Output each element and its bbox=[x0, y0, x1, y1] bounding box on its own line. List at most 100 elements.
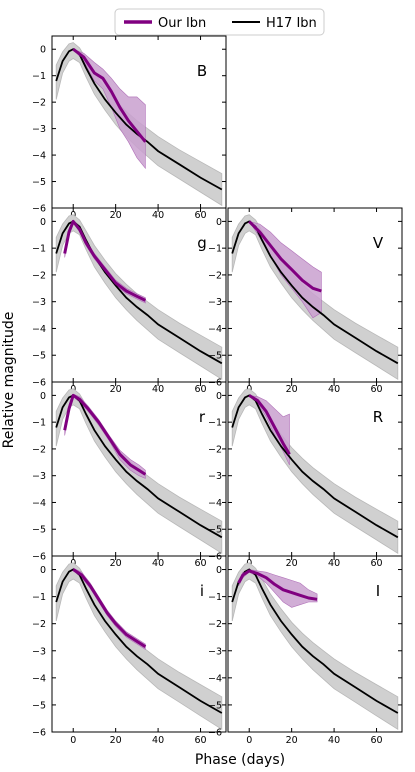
y-tick-label: 0 bbox=[40, 565, 46, 576]
x-tick-label: 20 bbox=[286, 735, 298, 746]
y-tick-label: −6 bbox=[32, 378, 46, 389]
y-tick-label: −5 bbox=[208, 525, 222, 536]
x-axis-label: Phase (days) bbox=[195, 752, 285, 768]
panels: 0 −1 −2 −3 −4 −5 −6 0 20 40 60 B 0 −1 −2 −3 −4 −5 −6 0 20 40 6… bbox=[32, 35, 403, 746]
h17-band bbox=[231, 562, 399, 731]
y-tick-label: −3 bbox=[208, 471, 222, 482]
x-tick-label: 40 bbox=[328, 735, 340, 746]
y-tick-label: −4 bbox=[208, 673, 222, 684]
y-tick-label: −3 bbox=[208, 297, 222, 308]
h17-line bbox=[55, 394, 223, 539]
y-tick-label: 0 bbox=[40, 391, 46, 402]
plot-area bbox=[231, 388, 399, 555]
band-label: r bbox=[199, 408, 206, 426]
x-tick-label: 40 bbox=[152, 210, 164, 221]
y-tick-label: −6 bbox=[208, 378, 222, 389]
h17-line bbox=[55, 48, 223, 191]
plot-area bbox=[231, 214, 399, 381]
y-tick-label: −2 bbox=[32, 270, 46, 281]
plot-area bbox=[231, 562, 399, 731]
x-tick-label: 20 bbox=[286, 558, 298, 569]
h17-line bbox=[55, 220, 223, 365]
band-label: R bbox=[373, 408, 383, 426]
x-tick-label: 40 bbox=[328, 384, 340, 395]
ours-line bbox=[72, 568, 147, 648]
y-tick-label: −1 bbox=[208, 244, 222, 255]
y-tick-label: −3 bbox=[32, 646, 46, 657]
axes-frame bbox=[227, 555, 403, 733]
legend-frame bbox=[114, 8, 325, 36]
panel-g: 0 −1 −2 −3 −4 −5 −6 0 20 40 60 g bbox=[32, 207, 227, 395]
panel-I: 0 −1 −2 −3 −4 −5 −6 0 20 40 60 I bbox=[208, 555, 403, 746]
y-tick-label: −2 bbox=[208, 270, 222, 281]
y-tick-label: −1 bbox=[32, 71, 46, 82]
ours-line bbox=[63, 219, 147, 302]
y-tick-label: 0 bbox=[216, 565, 222, 576]
panel-V: 0−1−2−3−4−5−60204060V bbox=[208, 207, 403, 395]
plot-area bbox=[55, 388, 223, 555]
y-tick-label: −6 bbox=[32, 204, 46, 215]
ours-line bbox=[248, 394, 291, 456]
x-tick-label: 60 bbox=[370, 558, 382, 569]
ours-line bbox=[63, 393, 147, 476]
y-tick-label: −1 bbox=[32, 244, 46, 255]
y-tick-label: −2 bbox=[32, 98, 46, 109]
panel-r: 0 −1 −2 −3 −4 −5 −6 0 20 40 60 r bbox=[32, 381, 227, 569]
y-tick-label: −3 bbox=[32, 297, 46, 308]
x-tick-label: 20 bbox=[110, 558, 122, 569]
y-tick-label: −1 bbox=[32, 592, 46, 603]
band-label: I bbox=[376, 582, 380, 600]
y-tick-label: −6 bbox=[32, 728, 46, 739]
y-tick-label: 0 bbox=[40, 217, 46, 228]
y-tick-label: −4 bbox=[32, 151, 46, 162]
y-tick-label: −1 bbox=[208, 592, 222, 603]
x-tick-label: 20 bbox=[286, 384, 298, 395]
y-tick-label: −5 bbox=[208, 700, 222, 711]
x-tick-label: 0 bbox=[70, 735, 76, 746]
x-tick-label: 60 bbox=[194, 735, 206, 746]
y-tick-label: 0 bbox=[216, 391, 222, 402]
y-tick-label: −6 bbox=[208, 552, 222, 563]
y-tick-label: −2 bbox=[32, 444, 46, 455]
legend: Our Ibn H17 Ibn bbox=[114, 8, 325, 36]
x-tick-label: 40 bbox=[152, 384, 164, 395]
y-tick-label: −6 bbox=[208, 728, 222, 739]
ours-line bbox=[72, 48, 147, 143]
y-tick-label: −1 bbox=[32, 418, 46, 429]
y-tick-label: −2 bbox=[32, 619, 46, 630]
y-tick-label: −6 bbox=[32, 552, 46, 563]
ours-line bbox=[248, 220, 322, 293]
x-tick-label: 40 bbox=[152, 558, 164, 569]
x-tick-label: 40 bbox=[328, 558, 340, 569]
y-tick-label: −5 bbox=[32, 351, 46, 362]
y-tick-label: −5 bbox=[32, 177, 46, 188]
h17-line bbox=[231, 394, 399, 539]
plot-area bbox=[55, 42, 223, 207]
y-tick-label: −5 bbox=[32, 700, 46, 711]
band-label: V bbox=[373, 234, 384, 252]
ours-band bbox=[64, 393, 146, 479]
h17-line bbox=[55, 568, 223, 714]
y-tick-label: −3 bbox=[208, 646, 222, 657]
x-tick-label: 60 bbox=[370, 735, 382, 746]
legend-label-ours: Our Ibn bbox=[158, 16, 206, 31]
x-tick-label: 20 bbox=[110, 384, 122, 395]
y-axis-label: Relative magnitude bbox=[1, 312, 17, 449]
band-label: g bbox=[197, 234, 207, 252]
ours-line bbox=[237, 569, 318, 601]
ours-band bbox=[72, 48, 146, 170]
y-tick-label: −2 bbox=[208, 619, 222, 630]
y-tick-label: −4 bbox=[32, 498, 46, 509]
y-tick-label: −4 bbox=[32, 324, 46, 335]
y-tick-label: 0 bbox=[40, 45, 46, 56]
y-tick-label: −1 bbox=[208, 418, 222, 429]
panel-B: 0−1−2−3−4−5−60204060B bbox=[32, 35, 227, 221]
x-tick-label: 20 bbox=[110, 735, 122, 746]
y-tick-label: −4 bbox=[208, 498, 222, 509]
x-tick-label: 60 bbox=[370, 384, 382, 395]
y-tick-label: −4 bbox=[208, 324, 222, 335]
panel-R: 0−1−2−3−4−5−60204060R bbox=[208, 381, 403, 569]
legend-label-h17: H17 Ibn bbox=[266, 16, 317, 31]
y-tick-label: −2 bbox=[208, 444, 222, 455]
